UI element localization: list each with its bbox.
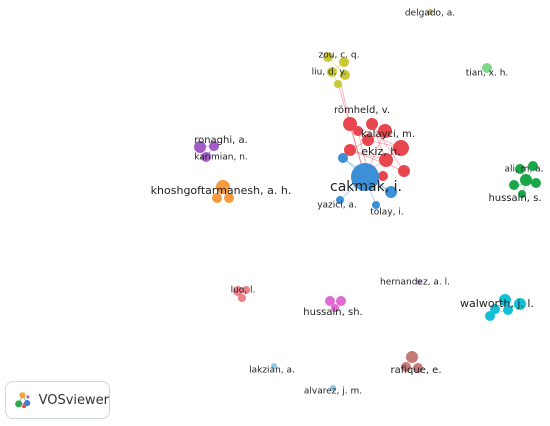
- network-node-yellow[interactable]: [327, 67, 337, 77]
- network-node-red[interactable]: [344, 144, 356, 156]
- network-node-blue[interactable]: [336, 196, 344, 204]
- network-node-magenta[interactable]: [325, 296, 335, 306]
- network-node-pink[interactable]: [238, 294, 246, 302]
- network-node-green[interactable]: [528, 161, 538, 171]
- node-label[interactable]: kalayci, m.: [361, 129, 415, 140]
- node-label[interactable]: walworth, j. l.: [460, 297, 534, 310]
- network-node-green[interactable]: [520, 174, 532, 186]
- node-label[interactable]: zou, c. q.: [319, 51, 360, 61]
- node-label[interactable]: römheld, v.: [334, 105, 390, 116]
- node-label[interactable]: yazici, a.: [317, 201, 357, 211]
- network-node-lightblue[interactable]: [271, 363, 277, 369]
- node-label[interactable]: delgado, a.: [405, 9, 455, 19]
- network-node-cyan[interactable]: [485, 311, 495, 321]
- network-node-red[interactable]: [378, 171, 388, 181]
- node-label[interactable]: ali, m. a.: [504, 165, 543, 175]
- network-node-red[interactable]: [378, 124, 392, 138]
- network-node-orange[interactable]: [212, 193, 222, 203]
- node-label[interactable]: karimian, n.: [194, 153, 248, 163]
- network-node-green[interactable]: [518, 190, 526, 198]
- network-node-blue[interactable]: [372, 201, 380, 209]
- node-label[interactable]: alvarez, j. m.: [304, 387, 362, 397]
- network-node-orange[interactable]: [216, 180, 230, 194]
- network-node-brown[interactable]: [413, 363, 423, 373]
- network-node-blue[interactable]: [385, 186, 397, 198]
- node-label[interactable]: hernandez, a. l.: [380, 278, 450, 288]
- network-node-red[interactable]: [398, 165, 410, 177]
- node-labels: delgado, a. zou, c. q. liu, d. y. tian, x. …: [151, 9, 544, 397]
- network-node-brown[interactable]: [401, 362, 411, 372]
- network-node-yellow[interactable]: [323, 52, 333, 62]
- node-label[interactable]: ekiz, h.: [361, 145, 400, 158]
- node-label[interactable]: khoshgoftarmanesh, a. h.: [151, 184, 292, 197]
- node-label[interactable]: lakzian, a.: [249, 366, 295, 376]
- network-node-cyan[interactable]: [500, 297, 508, 305]
- network-node-orange[interactable]: [224, 193, 234, 203]
- network-node-yellow[interactable]: [339, 57, 349, 67]
- network-node-red[interactable]: [366, 118, 378, 130]
- network-node-cyan[interactable]: [514, 298, 526, 310]
- network-node-olive[interactable]: [427, 9, 433, 15]
- network-node-green[interactable]: [509, 180, 519, 190]
- network-link: [371, 123, 405, 172]
- node-label[interactable]: rafique, e.: [390, 365, 441, 376]
- network-node-lightgreen[interactable]: [482, 63, 492, 73]
- node-label[interactable]: ronaghi, a.: [194, 135, 248, 146]
- network-node-lightblue[interactable]: [330, 385, 336, 391]
- network-node-pink[interactable]: [242, 286, 250, 294]
- network-node-lavender[interactable]: [416, 279, 422, 285]
- network-nodes: [194, 9, 541, 391]
- node-label[interactable]: hussain, s.: [488, 193, 541, 204]
- vosviewer-label: VOSviewer: [38, 392, 109, 408]
- vosviewer-logo-icon: [15, 392, 31, 409]
- network-node-magenta[interactable]: [331, 304, 339, 312]
- network-node-red[interactable]: [362, 134, 374, 146]
- network-node-yellow[interactable]: [340, 70, 350, 80]
- node-label[interactable]: tian, x. h.: [466, 69, 509, 79]
- node-label[interactable]: luo, l.: [231, 286, 256, 296]
- network-node-red[interactable]: [379, 153, 393, 167]
- network-node-purple[interactable]: [201, 152, 211, 162]
- network-node-brown[interactable]: [406, 351, 418, 363]
- network-node-yellow[interactable]: [334, 80, 342, 88]
- network-node-red[interactable]: [393, 140, 409, 156]
- network-node-cyan[interactable]: [490, 304, 500, 314]
- network-node-red[interactable]: [353, 126, 363, 136]
- network-node-purple[interactable]: [209, 141, 219, 151]
- node-label[interactable]: cakmak, i.: [330, 179, 402, 195]
- network-node-cyan[interactable]: [503, 305, 513, 315]
- network-node-magenta[interactable]: [336, 296, 346, 306]
- network-node-green[interactable]: [531, 178, 541, 188]
- node-label[interactable]: liu, d. y.: [312, 68, 347, 78]
- network-node-purple[interactable]: [194, 141, 206, 153]
- network-link: [349, 149, 405, 172]
- network-node-pink[interactable]: [233, 286, 243, 296]
- network-node-blue[interactable]: [351, 163, 379, 191]
- node-label[interactable]: hussain, sh.: [303, 307, 362, 318]
- network-node-green[interactable]: [515, 164, 525, 174]
- vosviewer-badge[interactable]: VOSviewer: [5, 381, 110, 419]
- network-node-red[interactable]: [343, 117, 357, 131]
- node-label[interactable]: tolay, i.: [370, 208, 403, 218]
- network-node-blue[interactable]: [338, 153, 348, 163]
